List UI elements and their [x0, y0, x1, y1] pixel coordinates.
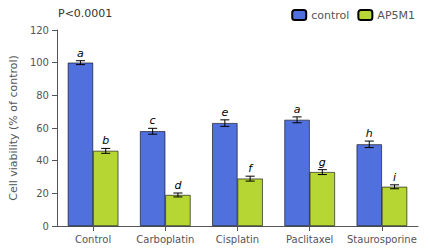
- svg-text:e: e: [221, 106, 228, 119]
- svg-text:Cisplatin: Cisplatin: [216, 234, 259, 245]
- svg-text:P<0.0001: P<0.0001: [58, 7, 112, 20]
- svg-text:d: d: [174, 179, 182, 192]
- svg-text:60: 60: [36, 123, 49, 134]
- svg-text:0: 0: [43, 221, 49, 232]
- svg-text:control: control: [311, 9, 349, 22]
- svg-text:20: 20: [36, 188, 49, 199]
- svg-text:Carboplatin: Carboplatin: [136, 234, 194, 245]
- svg-text:100: 100: [30, 57, 49, 68]
- svg-text:b: b: [102, 134, 109, 147]
- svg-text:120: 120: [30, 25, 49, 36]
- svg-text:h: h: [366, 127, 373, 140]
- svg-text:AP5M1: AP5M1: [377, 9, 415, 22]
- svg-text:Cell viability (% of control): Cell viability (% of control): [7, 55, 20, 201]
- svg-text:Staurosporine: Staurosporine: [347, 234, 417, 245]
- svg-text:f: f: [248, 162, 254, 175]
- svg-text:Paclitaxel: Paclitaxel: [286, 234, 333, 245]
- svg-text:g: g: [319, 156, 326, 169]
- svg-text:Control: Control: [75, 234, 111, 245]
- svg-text:80: 80: [36, 90, 49, 101]
- svg-text:40: 40: [36, 155, 49, 166]
- svg-text:i: i: [393, 171, 396, 184]
- svg-text:a: a: [77, 47, 84, 60]
- svg-text:c: c: [150, 114, 156, 127]
- svg-text:a: a: [294, 103, 301, 116]
